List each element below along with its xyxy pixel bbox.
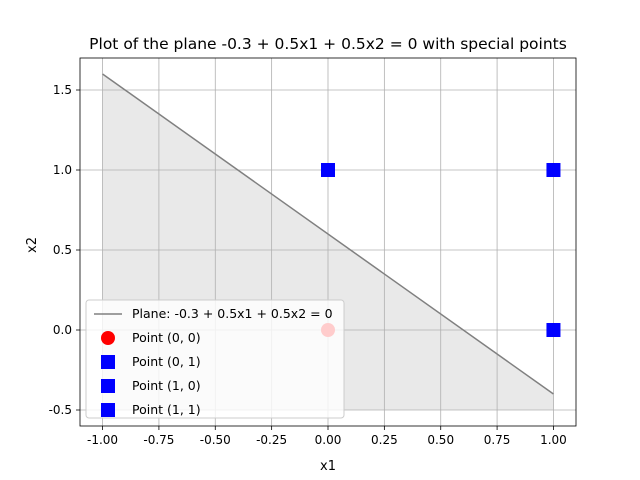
legend-entry-2: Point (1, 0) <box>132 378 201 393</box>
legend-swatch-2 <box>101 379 115 393</box>
legend-swatch-0 <box>101 331 115 345</box>
x-tick-label: -0.50 <box>200 433 231 447</box>
legend-swatch-3 <box>101 403 115 417</box>
y-tick-label: 1.5 <box>53 83 72 97</box>
y-tick-label: 0.0 <box>53 323 72 337</box>
x-tick-label: 0.50 <box>427 433 454 447</box>
plane-line <box>102 73 554 395</box>
y-axis-label: x2 <box>25 237 40 253</box>
chart-title: Plot of the plane -0.3 + 0.5x1 + 0.5x2 =… <box>89 35 567 53</box>
legend-box <box>85 299 345 419</box>
x-tick-label: 0.25 <box>371 433 398 447</box>
point-marker-2 <box>546 323 561 337</box>
x-tick-label: -0.75 <box>143 433 174 447</box>
point-marker-1 <box>321 163 335 177</box>
legend: Plane: -0.3 + 0.5x1 + 0.5x2 = 0 Point (0,… <box>85 299 345 419</box>
legend-entry-0: Point (0, 0) <box>132 330 201 345</box>
legend-entry-line: Plane: -0.3 + 0.5x1 + 0.5x2 = 0 <box>132 306 333 321</box>
x-axis-label: x1 <box>320 459 336 474</box>
plot-area: -1.00 -0.75 -0.50 -0.25 0.00 0.25 0.50 0.75 1.00… <box>49 57 577 447</box>
x-tick-label: -1.00 <box>87 433 118 447</box>
y-tick-label: 1.0 <box>53 163 72 177</box>
x-tick-label: 0.75 <box>484 433 511 447</box>
y-tick-label: -0.5 <box>49 403 72 417</box>
legend-entry-3: Point (1, 1) <box>132 402 201 417</box>
x-tick-label: 1.00 <box>540 433 567 447</box>
legend-swatch-1 <box>101 355 115 369</box>
legend-entry-1: Point (0, 1) <box>132 354 201 369</box>
point-marker-3 <box>546 163 561 177</box>
x-tick-label: 0.00 <box>315 433 342 447</box>
x-tick-label: -0.25 <box>256 433 287 447</box>
y-tick-label: 0.5 <box>53 243 72 257</box>
